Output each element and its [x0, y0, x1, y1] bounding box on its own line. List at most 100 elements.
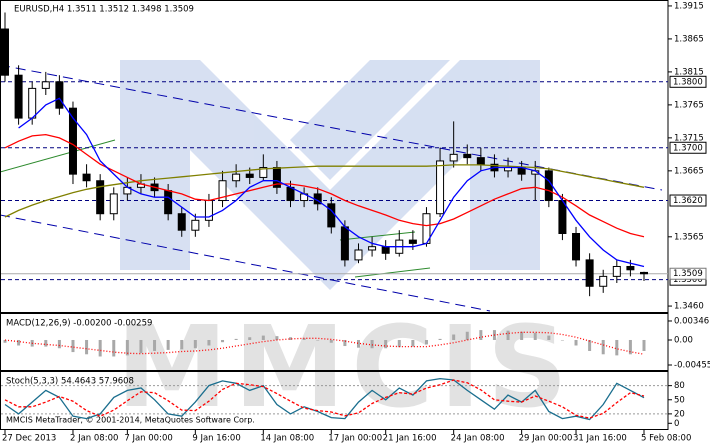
candle-body	[109, 193, 118, 215]
histogram-bar	[642, 339, 646, 351]
histogram-bar	[343, 339, 347, 347]
bid-label: 1.3509	[673, 269, 703, 279]
histogram-bar	[302, 338, 306, 340]
panel-title: Stoch(5,3,3) 54.4643 57.9608	[6, 377, 134, 387]
histogram-bar	[465, 331, 469, 340]
candle-body	[463, 153, 472, 159]
histogram-bar	[153, 339, 157, 351]
panel-frame	[0, 313, 669, 371]
trend-line	[0, 139, 116, 173]
candle-body	[1, 28, 9, 76]
y-tick-label: 50	[674, 395, 685, 405]
histogram-bar	[207, 339, 211, 346]
y-tick-label: 0	[674, 419, 679, 429]
trend-line	[354, 267, 431, 278]
watermark-logo	[120, 60, 540, 290]
histogram-bar	[520, 331, 524, 340]
candle-body	[572, 233, 581, 261]
panel-frame	[0, 0, 669, 313]
candle-body	[164, 190, 173, 215]
panel-frame	[0, 371, 669, 430]
histogram-bar	[248, 337, 252, 340]
histogram-bar	[560, 339, 564, 341]
indicator-line	[4, 331, 645, 355]
histogram-bar	[261, 335, 265, 340]
histogram-bar	[139, 339, 143, 354]
panel-title: MACD(12,26,9) -0.00200 -0.00259	[6, 319, 152, 329]
y-tick-label: 1.3460	[674, 302, 704, 312]
candle-body	[177, 213, 186, 231]
y-tick-label: 1.3865	[674, 34, 704, 44]
candle-body	[96, 180, 105, 215]
histogram-bar	[57, 339, 61, 349]
candle-body	[245, 173, 254, 178]
bid-label-box	[669, 267, 707, 280]
trend-lines	[0, 139, 431, 278]
histogram-bar	[588, 339, 592, 351]
x-tick-label: 31 Jan 16:00	[573, 434, 627, 444]
x-tick-label: 9 Jan 16:00	[192, 434, 240, 444]
histogram-bar	[397, 339, 401, 348]
histogram-bar	[44, 339, 48, 347]
histogram-bar	[411, 339, 415, 347]
candle-body	[544, 170, 553, 202]
histogram-bar	[424, 339, 428, 345]
candle-body	[14, 74, 23, 119]
level-label: 1.3800	[673, 77, 703, 87]
trend-line	[339, 231, 416, 241]
histogram-bar	[180, 339, 184, 350]
candle-body	[585, 259, 594, 287]
level-label-box	[669, 194, 707, 207]
candle-body	[28, 87, 37, 119]
histogram-bar	[275, 336, 279, 340]
level-label-box	[669, 141, 707, 154]
candle-body	[82, 173, 91, 182]
x-tick-label: 17 Jan 00:00	[328, 434, 382, 444]
candle-body	[381, 246, 390, 254]
candle-body	[191, 219, 200, 231]
candle-body	[272, 167, 281, 188]
histogram-bar	[329, 339, 333, 343]
y-tick-label: 1.3715	[674, 133, 704, 143]
candle-body	[626, 265, 635, 271]
logo-shape	[290, 60, 450, 180]
y-tick-label: 1.3765	[674, 100, 704, 110]
level-label: 1.3700	[673, 143, 703, 153]
indicator-line	[4, 377, 645, 421]
x-tick-label: 27 Dec 2013	[2, 434, 56, 444]
histogram-bar	[289, 337, 293, 340]
histogram-bar	[384, 339, 388, 349]
candle-body	[41, 81, 50, 89]
histogram-bar	[356, 339, 360, 348]
candle-body	[449, 153, 458, 162]
x-tick-label: 24 Jan 08:00	[451, 434, 505, 444]
histogram-bar	[547, 335, 551, 340]
histogram-bar	[234, 338, 238, 340]
y-tick-label: 0.00346	[674, 316, 709, 326]
histogram-bar	[166, 339, 170, 350]
level-label-box	[669, 75, 707, 88]
indicator-line	[4, 133, 645, 238]
level-label: 1.3500	[673, 275, 703, 285]
histogram-bar	[533, 332, 537, 340]
candle-body	[558, 200, 567, 235]
histogram-bar	[452, 334, 456, 340]
indicator-line	[4, 379, 645, 419]
indicator-line	[18, 97, 645, 268]
logo-shape	[120, 60, 540, 290]
candle-body	[327, 203, 336, 228]
x-tick-label: 5 Feb 08:00	[641, 434, 691, 444]
candle-body	[259, 167, 268, 178]
candle-body	[408, 239, 417, 244]
histogram-bar	[574, 339, 578, 346]
histogram-bar	[615, 339, 619, 356]
histogram-bar	[112, 339, 116, 357]
candle-body	[232, 173, 241, 182]
candle-body	[612, 265, 621, 277]
candle-body	[640, 271, 648, 275]
candle-body	[599, 275, 608, 287]
x-tick-label: 7 Jan 00:00	[124, 434, 172, 444]
x-tick-label: 14 Jan 08:00	[260, 434, 314, 444]
y-tick-label: 1.3665	[674, 166, 704, 176]
